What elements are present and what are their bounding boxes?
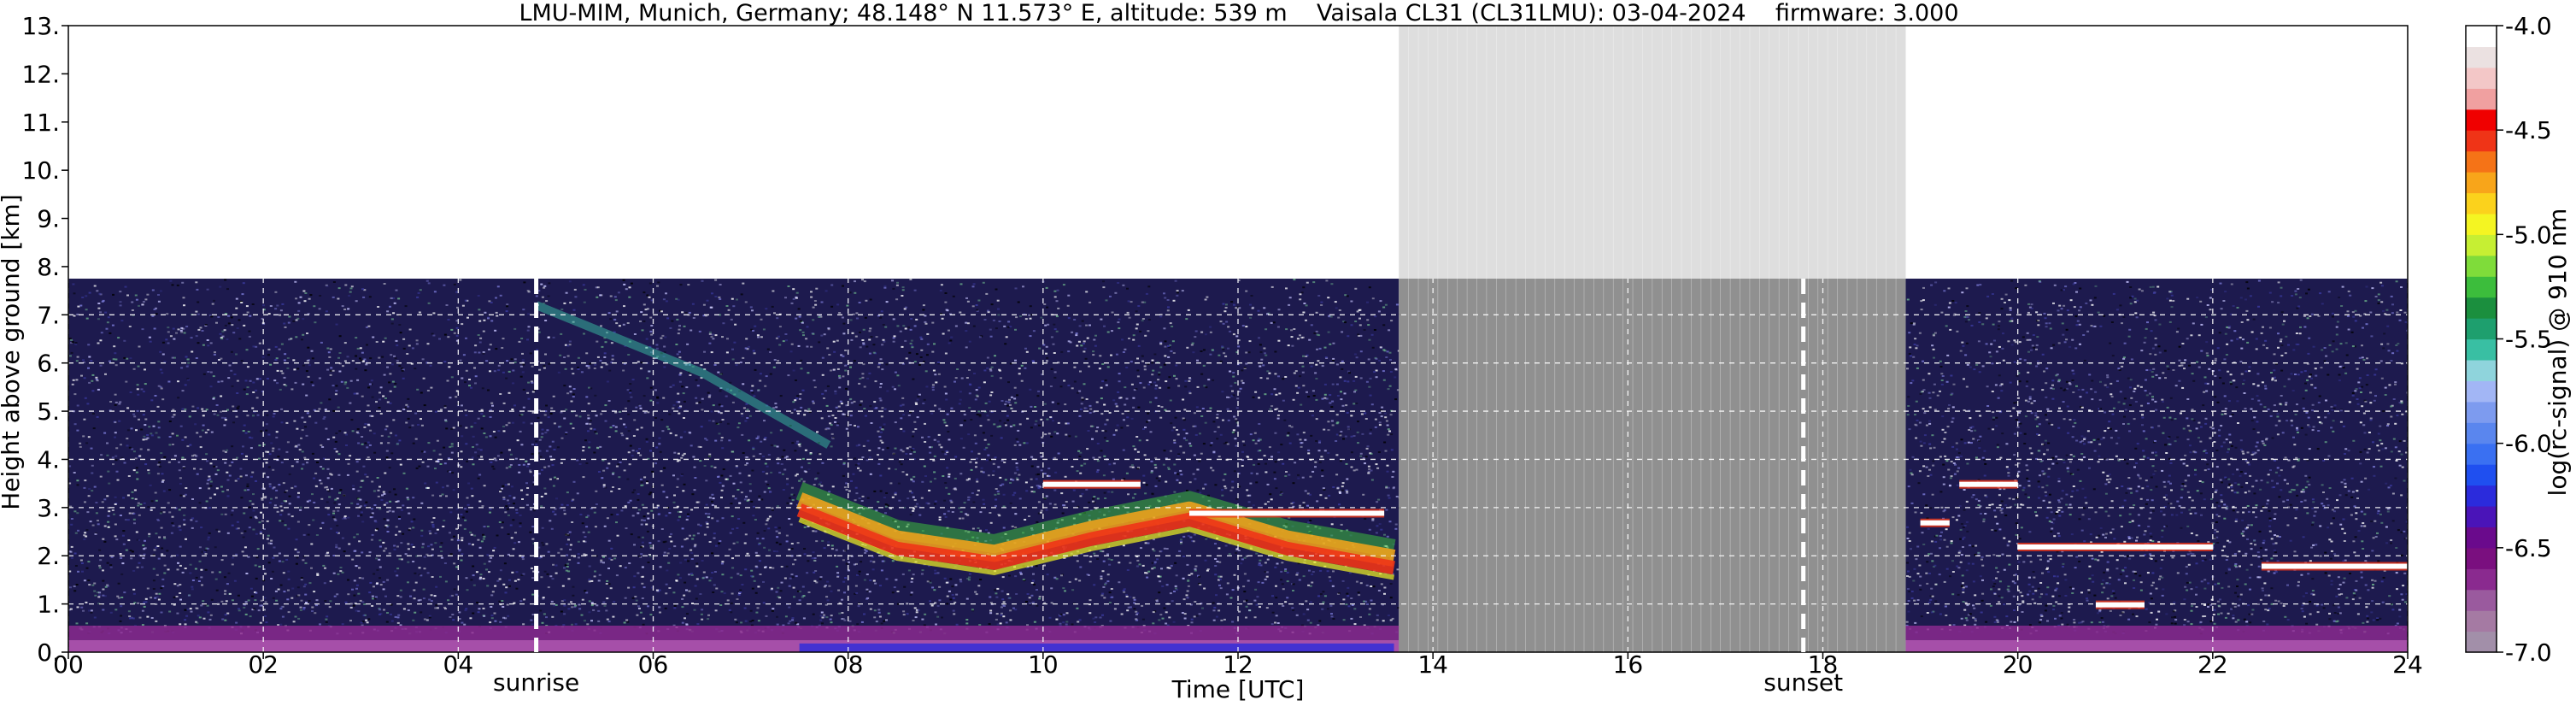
colorbar-swatch <box>2466 568 2497 591</box>
y-tick-label: 0. <box>37 638 60 667</box>
signal-background-0 <box>68 279 1399 652</box>
y-tick-label: 1. <box>37 591 60 619</box>
boundary-layer <box>68 625 2408 652</box>
clouds <box>1042 479 2408 609</box>
marker-label-sunset: sunset <box>1763 668 1843 697</box>
colorbar-swatch <box>2466 338 2497 361</box>
no-data-upper <box>1399 26 1906 279</box>
colorbar-swatch <box>2466 485 2497 507</box>
colorbar-label: log(rc-signal) @ 910 nm <box>2544 209 2572 497</box>
x-tick-label: 20 <box>2003 650 2033 679</box>
y-tick-label: 12. <box>21 60 60 88</box>
colorbar-swatch <box>2466 610 2497 632</box>
colorbar-swatch <box>2466 88 2497 110</box>
marker-label-sunrise: sunrise <box>493 668 579 697</box>
y-tick-label: 6. <box>37 350 60 378</box>
y-tick-label: 5. <box>37 397 60 426</box>
chart-title: LMU-MIM, Munich, Germany; 48.148° N 11.5… <box>519 0 1958 26</box>
signal-background-1 <box>1905 279 2408 652</box>
x-tick-label: 14 <box>1417 650 1448 679</box>
colorbar-tick-label: -5.0 <box>2505 221 2552 249</box>
plot-area <box>68 26 2408 652</box>
colorbar-swatch <box>2466 192 2497 215</box>
colorbar-swatch <box>2466 213 2497 235</box>
y-tick-label: 4. <box>37 445 60 474</box>
y-axis-ticks: 0. 1. 2. 3. 4. 5. 6. 7. 8. 9. 10. 11. 12. 13. <box>21 12 68 667</box>
x-tick-label: 06 <box>638 650 669 679</box>
colorbar: -4.0 -4.5 -5.0 -5.5 -6.0 -6.5 -7.0 <box>2465 12 2552 667</box>
colorbar-swatch <box>2466 359 2497 381</box>
colorbar-tick-label: -7.0 <box>2505 638 2552 667</box>
colorbar-swatch <box>2466 234 2497 256</box>
x-tick-label: 22 <box>2198 650 2228 679</box>
colorbar-swatch <box>2466 26 2497 48</box>
colorbar-swatch <box>2466 276 2497 298</box>
x-tick-label: 04 <box>443 650 474 679</box>
colorbar-swatch <box>2466 589 2497 611</box>
x-axis-ticks: 00 02 04 06 08 10 12 14 16 18 20 22 24 <box>53 650 2423 679</box>
colorbar-swatch <box>2466 527 2497 549</box>
x-tick-label: 10 <box>1028 650 1059 679</box>
x-tick-label: 18 <box>1808 650 1839 679</box>
aerosol-layer <box>534 301 1396 580</box>
x-tick-label: 12 <box>1223 650 1253 679</box>
colorbar-swatch <box>2466 109 2497 131</box>
colorbar-swatch <box>2466 255 2497 277</box>
y-tick-label: 8. <box>37 253 60 281</box>
colorbar-tick-label: -5.5 <box>2505 326 2552 354</box>
no-data-stripes <box>1408 26 1897 652</box>
colorbar-swatch <box>2466 46 2497 68</box>
y-tick-label: 7. <box>37 301 60 329</box>
colorbar-swatch <box>2466 380 2497 403</box>
y-tick-label: 10. <box>21 156 60 185</box>
y-tick-label: 9. <box>37 205 60 233</box>
y-tick-label: 2. <box>37 542 60 570</box>
colorbar-tick-label: -6.5 <box>2505 534 2552 562</box>
colorbar-swatch <box>2466 401 2497 423</box>
x-tick-label: 02 <box>248 650 279 679</box>
y-tick-label: 11. <box>21 109 60 137</box>
y-axis-label: Height above ground [km] <box>0 194 25 510</box>
colorbar-swatch <box>2466 547 2497 569</box>
no-data-lower <box>1399 279 1906 652</box>
y-tick-label: 3. <box>37 494 60 522</box>
colorbar-swatch <box>2466 297 2497 319</box>
x-tick-label: 08 <box>833 650 864 679</box>
colorbar-tick-label: -4.0 <box>2505 12 2552 40</box>
x-tick-label: 16 <box>1613 650 1644 679</box>
colorbar-swatch <box>2466 130 2497 152</box>
colorbar-swatch <box>2466 422 2497 444</box>
colorbar-tick-label: -4.5 <box>2505 116 2552 144</box>
colorbar-swatch <box>2466 150 2497 173</box>
x-axis-label: Time [UTC] <box>1171 675 1305 703</box>
colorbar-swatch <box>2466 505 2497 527</box>
colorbar-swatch <box>2466 464 2497 486</box>
x-tick-label: 24 <box>2392 650 2423 679</box>
y-tick-label: 13. <box>21 12 60 40</box>
colorbar-swatch <box>2466 172 2497 194</box>
grid <box>68 279 2408 652</box>
colorbar-swatch <box>2466 67 2497 89</box>
colorbar-tick-label: -6.0 <box>2505 430 2552 458</box>
colorbar-swatch <box>2466 631 2497 653</box>
colorbar-swatch <box>2466 318 2497 340</box>
sun-markers: sunrise sunset <box>493 279 1843 697</box>
colorbar-swatch <box>2466 443 2497 465</box>
x-tick-label: 00 <box>53 650 84 679</box>
